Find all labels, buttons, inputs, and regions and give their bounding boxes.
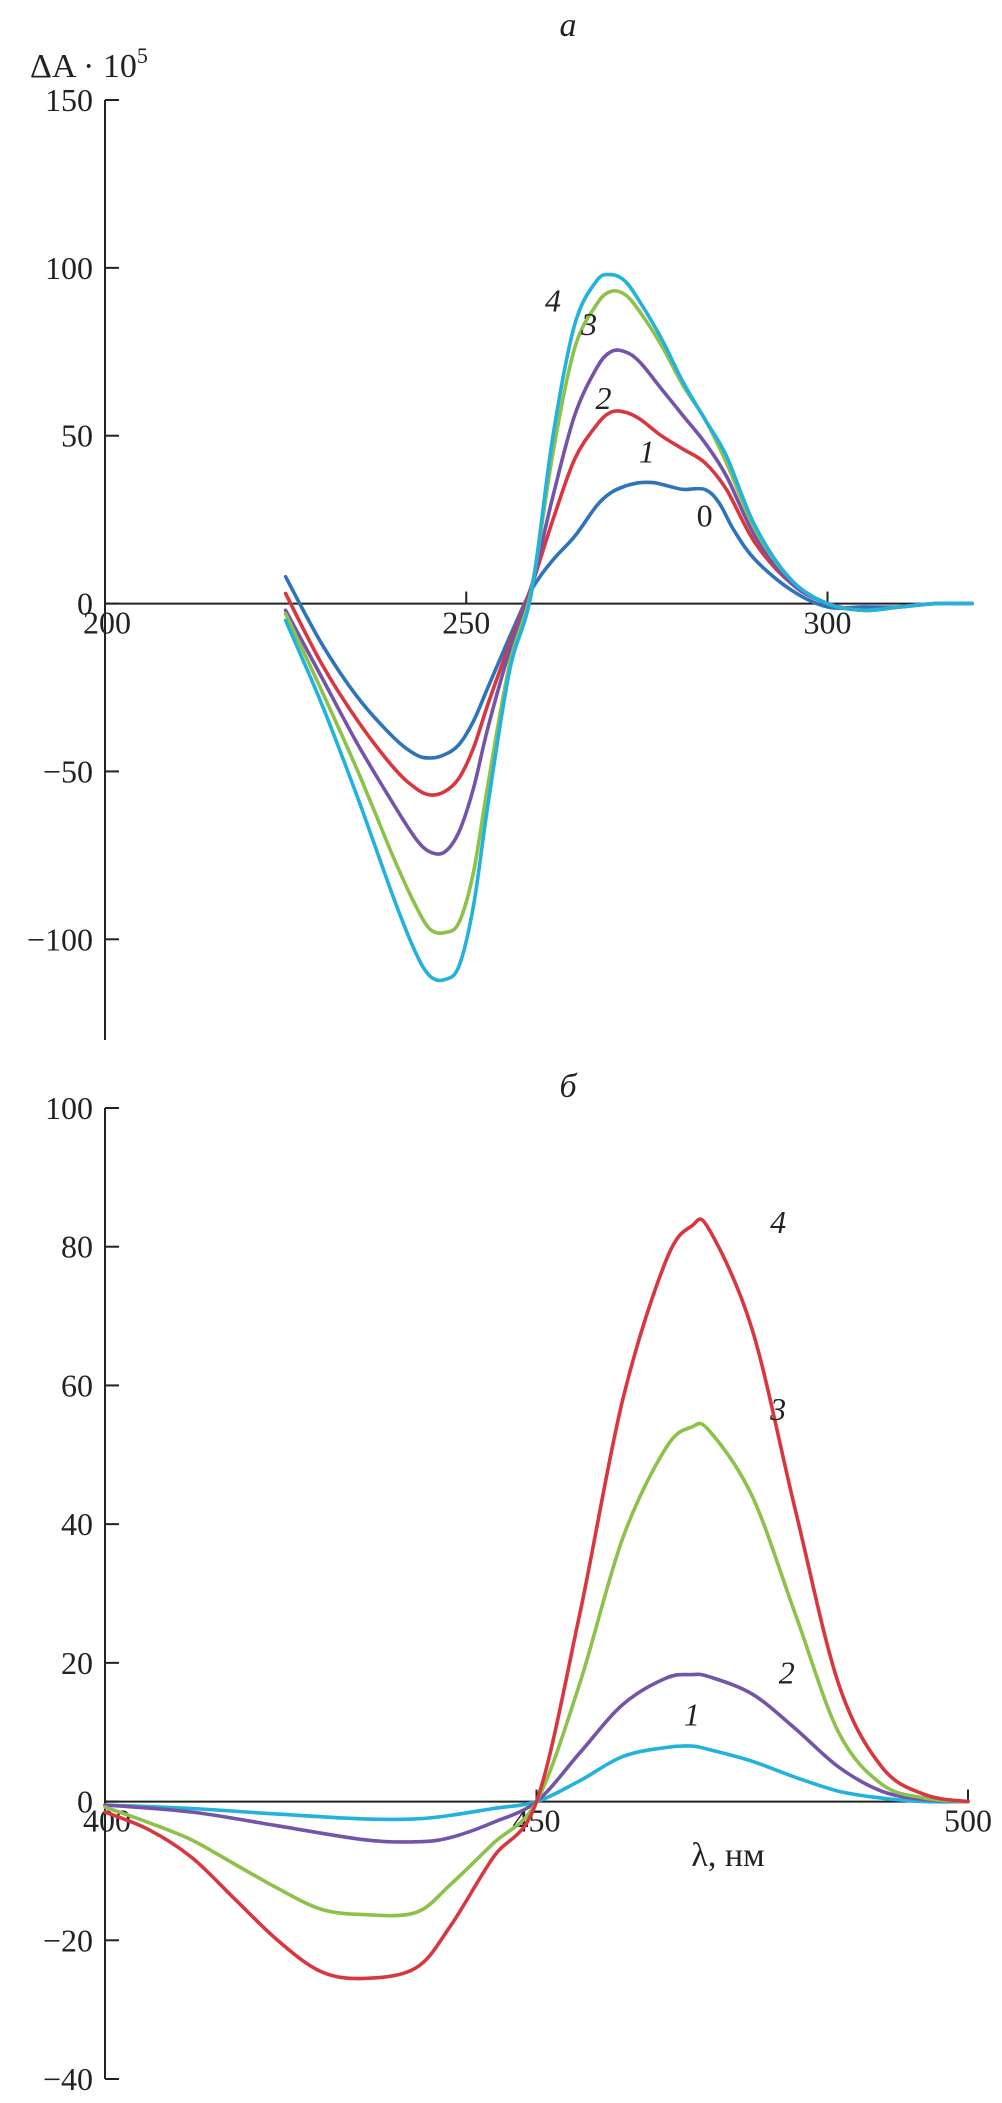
panel-a-curve-labels: 0 12 34: [545, 283, 713, 534]
panel-b-y-tick-label: −20: [43, 1922, 93, 1958]
panel-a-label: а: [560, 7, 577, 44]
panel-a-y-tick-label: 100: [45, 250, 93, 286]
panel-a-y-tick-label: −50: [43, 753, 93, 789]
panel-b-series-2-line: [103, 1672, 970, 1844]
panel-b-series-2-label: 2: [779, 1655, 795, 1691]
panel-a-x-tick-label: 250: [442, 605, 490, 641]
panel-a-curves: [283, 272, 974, 983]
panel-a: а ΔA · 105 −100 −50 0 50 100 150 200 250 300 0 12…: [27, 7, 974, 1040]
panel-b-y-tick-label: 60: [61, 1367, 93, 1403]
panel-b-y-tick-label: 0: [77, 1784, 93, 1820]
panel-a-series-0-line: [283, 480, 974, 760]
panel-a-series-4-line: [283, 272, 974, 983]
panel-a-series-2-line: [283, 348, 974, 856]
panel-b-y-tick-label: 20: [61, 1645, 93, 1681]
panel-b-y-tick-label: 100: [45, 1090, 93, 1126]
panel-a-y-tick-label: 0: [77, 586, 93, 622]
panel-b-xlabel: λ, нм: [691, 1837, 764, 1874]
panel-a-y-tick-label: 50: [61, 418, 93, 454]
panel-a-series-0-label: 0: [697, 497, 713, 533]
panel-b-series-4-label: 4: [770, 1204, 786, 1240]
panel-b-y-tick-label: 40: [61, 1506, 93, 1542]
panel-a-axes: −100 −50 0 50 100 150 200 250 300: [27, 82, 972, 1040]
panel-a-x-tick-label: 300: [804, 605, 852, 641]
panel-b-series-1-label: 1: [684, 1696, 700, 1732]
panel-b-x-tick-label: 500: [944, 1803, 992, 1839]
panel-a-series-1-label: 1: [639, 434, 655, 470]
panel-b-series-4-line: [103, 1217, 970, 1981]
panel-a-y-tick-label: 150: [45, 82, 93, 118]
panel-a-y-tick-label: −100: [27, 921, 93, 957]
panel-b-series-3-label: 3: [769, 1391, 786, 1427]
panel-b-curve-labels: 1 2 3 4: [684, 1204, 795, 1732]
ylabel-superscript: 5: [137, 43, 148, 68]
panel-b-y-tick-label: −40: [43, 2061, 93, 2097]
panel-b-y-tick-label: 80: [61, 1229, 93, 1265]
panel-b-series-1-line: [103, 1744, 970, 1822]
panel-a-ylabel: ΔA · 105: [30, 43, 148, 85]
panel-b-series-3-line: [103, 1421, 970, 1918]
panel-a-x-tick-label: 200: [83, 605, 131, 641]
panel-a-series-3-label: 3: [580, 306, 597, 342]
panel-a-series-4-label: 4: [545, 283, 561, 319]
panel-b-curves: [103, 1217, 970, 1981]
panel-a-series-2-label: 2: [596, 380, 612, 416]
panel-b-label: б: [559, 1068, 578, 1105]
